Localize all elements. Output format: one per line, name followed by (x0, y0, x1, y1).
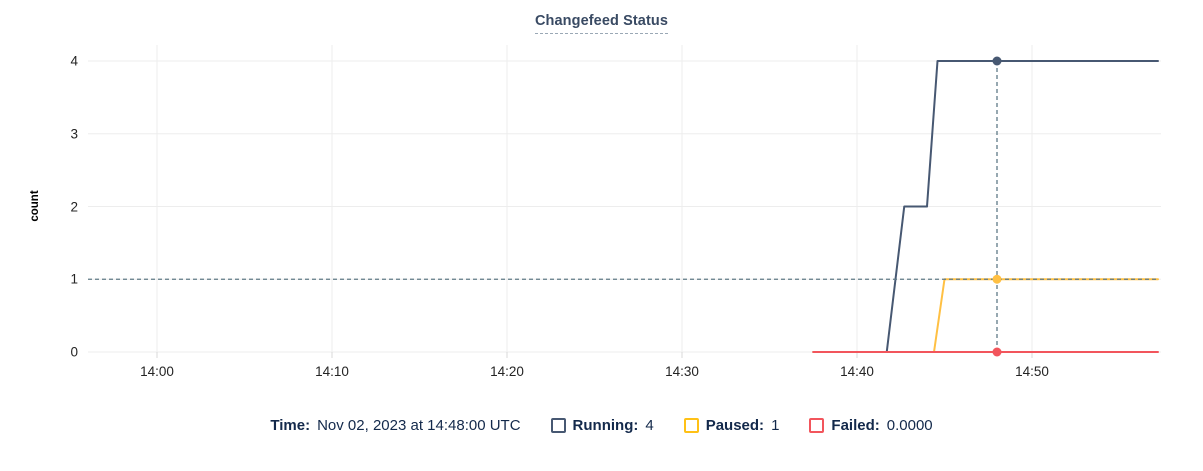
chart-title[interactable]: Changefeed Status (534, 13, 669, 34)
x-tick-label: 14:30 (665, 364, 699, 379)
plot-canvas (88, 45, 1161, 358)
failed-value: 0.0000 (886, 417, 933, 434)
paused-value: 1 (771, 417, 780, 434)
x-tick-label: 14:10 (315, 364, 349, 379)
legend-item-running: Running: 4 (550, 417, 654, 434)
time-label: Time: (270, 417, 311, 434)
running-label: Running: (572, 417, 639, 434)
x-tick-label: 14:20 (490, 364, 524, 379)
paused-label: Paused: (705, 417, 765, 434)
crosshair-dot-running (992, 56, 1002, 66)
series-line-paused (812, 278, 1159, 353)
legend-item-failed: Failed: 0.0000 (809, 417, 933, 434)
legend-item-paused: Paused: 1 (683, 417, 780, 434)
y-tick-label: 1 (70, 271, 78, 287)
x-tick-label: 14:50 (1015, 364, 1049, 379)
chart-header: Changefeed Status (0, 0, 1203, 34)
y-tick-label: 3 (70, 126, 78, 142)
crosshair-dot-paused (992, 274, 1002, 284)
failed-label: Failed: (831, 417, 880, 434)
time-value: Nov 02, 2023 at 14:48:00 UTC (317, 417, 521, 434)
failed-swatch-icon (809, 418, 825, 433)
y-tick-label: 4 (70, 53, 78, 69)
running-value: 4 (645, 417, 654, 434)
crosshair-dot-failed (992, 347, 1002, 357)
x-tick-label: 14:40 (840, 364, 874, 379)
x-tick-label: 14:00 (140, 364, 174, 379)
y-tick-label: 2 (70, 199, 78, 214)
hover-readout-legend: Time: Nov 02, 2023 at 14:48:00 UTC Runni… (0, 417, 1203, 434)
hover-time: Time: Nov 02, 2023 at 14:48:00 UTC (270, 417, 520, 434)
running-swatch-icon (550, 418, 566, 433)
y-tick-label: 0 (70, 344, 78, 360)
paused-swatch-icon (683, 418, 699, 433)
